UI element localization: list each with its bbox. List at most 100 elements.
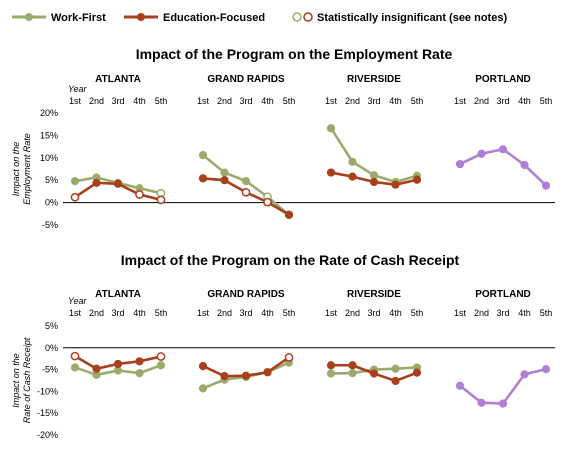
site-label-atlanta: ATLANTA [95, 74, 141, 85]
x-tick-label: 3rd [111, 96, 124, 106]
panel-atlanta: ATLANTA 1st 2nd 3rd 4th 5th [69, 74, 167, 205]
data-point-education-focused [326, 361, 336, 370]
data-point-education-focused [241, 187, 251, 197]
panel-riverside: RIVERSIDE 1st 2nd 3rd 4th 5th [325, 74, 424, 189]
data-point-education-focused [70, 351, 80, 361]
x-tick-label: 4th [133, 96, 146, 106]
data-point-education-focused [263, 197, 272, 207]
legend-hollow-marker-green [292, 12, 302, 22]
x-tick-label: 2nd [217, 308, 232, 318]
x-tick-label: 2nd [345, 96, 360, 106]
site-label-portland: PORTLAND [475, 289, 531, 300]
x-tick-label: 3rd [367, 308, 380, 318]
x-tick-label: 5th [411, 308, 424, 318]
y-tick-label: -5% [42, 365, 58, 375]
site-label-portland: PORTLAND [475, 74, 531, 85]
y-tick-label: 0% [45, 343, 58, 353]
chart-title-cash-receipt: Impact of the Program on the Rate of Cas… [121, 252, 460, 268]
x-tick-label: 1st [69, 308, 82, 318]
data-point-portland [541, 365, 551, 374]
legend-marker-work-first [25, 13, 33, 21]
x-tick-label: 1st [197, 308, 210, 318]
x-tick-label: 1st [197, 96, 210, 106]
x-tick-label: 4th [518, 308, 531, 318]
site-label-riverside: RIVERSIDE [347, 289, 401, 300]
cash-receipt-chart: Impact on theRate of Cash Receipt 5% 0% -5%… [11, 289, 555, 440]
data-point-work-first [198, 151, 208, 160]
y-tick-label: 5% [45, 175, 58, 185]
data-point-education-focused [348, 361, 357, 370]
x-tick-label: 2nd [345, 308, 360, 318]
panel-atlanta: ATLANTA 1st 2nd 3rd 4th 5th [69, 289, 167, 379]
data-point-work-first [241, 176, 251, 186]
x-tick-label: 5th [411, 96, 424, 106]
site-label-grand-rapids: GRAND RAPIDS [207, 74, 285, 85]
data-point-work-first [135, 368, 144, 378]
y-tick-label: 10% [40, 153, 58, 163]
data-point-work-first [326, 369, 336, 378]
x-tick-label: 5th [283, 96, 296, 106]
panel-grand-rapids: GRAND RAPIDS 1st 2nd 3rd 4th 5th [197, 74, 296, 220]
panel-grand-rapids: GRAND RAPIDS 1st 2nd 3rd 4th 5th [197, 289, 296, 393]
data-point-work-first [220, 168, 229, 177]
data-point-work-first [348, 368, 357, 378]
x-tick-label: 3rd [111, 308, 124, 318]
x-axis-label-year: Year [68, 84, 88, 94]
data-point-work-first [70, 176, 80, 186]
x-tick-label: 4th [133, 308, 146, 318]
x-tick-label: 4th [518, 96, 531, 106]
data-point-education-focused [198, 362, 208, 371]
x-tick-label: 3rd [239, 96, 252, 106]
data-point-education-focused [369, 369, 379, 378]
panel-portland: PORTLAND 1st 2nd 3rd 4th 5th [454, 74, 553, 190]
x-tick-label: 3rd [367, 96, 380, 106]
y-tick-label: -5% [42, 220, 58, 230]
data-point-education-focused [391, 376, 400, 386]
y-tick-label: 20% [40, 108, 58, 118]
x-tick-label: 1st [69, 96, 82, 106]
x-tick-label: 2nd [89, 308, 104, 318]
data-point-portland [520, 160, 529, 170]
x-tick-label: 5th [283, 308, 296, 318]
x-axis-label-year: Year [68, 296, 88, 306]
y-axis-label-line1: Impact on the [11, 142, 21, 197]
x-tick-label: 3rd [496, 308, 509, 318]
data-point-portland [520, 370, 529, 379]
legend-label-work-first: Work-First [51, 12, 106, 24]
panel-riverside: RIVERSIDE 1st 2nd 3rd 4th 5th [325, 289, 424, 386]
data-point-education-focused [113, 359, 123, 369]
data-point-education-focused [263, 368, 272, 377]
x-tick-label: 1st [454, 308, 467, 318]
x-tick-label: 2nd [89, 96, 104, 106]
y-tick-label: 5% [45, 321, 58, 331]
data-point-education-focused [412, 175, 422, 184]
legend-hollow-marker-red [303, 12, 313, 22]
y-axis-label-line2: Employment Rate [22, 133, 32, 205]
legend-item-work-first: Work-First [12, 12, 106, 24]
data-point-work-first [156, 361, 166, 370]
series-line-portland [459, 147, 547, 187]
data-point-portland [455, 381, 465, 390]
y-axis-label: Impact on theEmployment Rate [11, 133, 32, 205]
x-tick-label: 3rd [239, 308, 252, 318]
x-tick-label: 5th [540, 96, 553, 106]
y-tick-label: -10% [37, 386, 58, 396]
data-point-portland [498, 145, 508, 154]
data-point-education-focused [284, 353, 294, 362]
data-point-education-focused [348, 172, 357, 181]
data-point-education-focused [284, 210, 294, 219]
x-tick-label: 1st [325, 308, 338, 318]
data-point-education-focused [391, 180, 400, 189]
data-point-education-focused [220, 372, 229, 381]
data-point-work-first [198, 384, 208, 393]
data-point-portland [541, 181, 551, 190]
chart-title-employment: Impact of the Program on the Employment … [136, 46, 453, 62]
data-point-work-first [326, 124, 336, 133]
x-tick-label: 2nd [217, 96, 232, 106]
x-tick-label: 4th [261, 96, 274, 106]
y-tick-label: 15% [40, 130, 58, 140]
data-point-education-focused [92, 364, 101, 373]
legend-item-insignificant: Statistically insignificant (see notes) [292, 12, 507, 24]
y-tick-label: -20% [37, 430, 58, 440]
